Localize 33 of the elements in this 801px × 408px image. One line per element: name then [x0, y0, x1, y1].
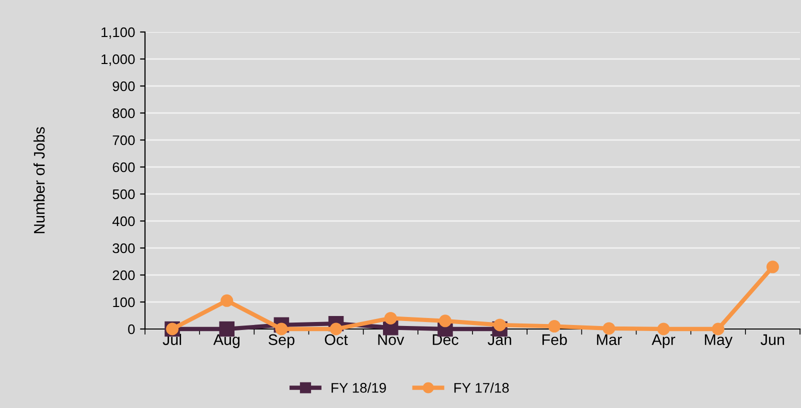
- y-tick-label: 800: [112, 108, 135, 118]
- x-tick-label: Nov: [378, 334, 404, 346]
- point: [438, 314, 452, 328]
- x-tick-label: Feb: [542, 334, 567, 346]
- x-tick-label: Jan: [488, 334, 512, 346]
- x-tick-label: Apr: [652, 334, 676, 348]
- y-tick-label: 300: [112, 243, 135, 254]
- point: [602, 322, 616, 335]
- x-tick-label: Aug: [213, 334, 240, 348]
- x-tick-label: Mar: [597, 334, 622, 346]
- y-tick-label: 1,000: [102, 54, 135, 66]
- x-tick-label: May: [704, 334, 733, 348]
- y-tick-label: 200: [112, 270, 135, 280]
- y-tick-label: 100: [113, 297, 135, 308]
- point: [384, 312, 397, 324]
- y-axis-title: Number of Jobs: [34, 127, 45, 234]
- y-tick-label: 500: [112, 189, 135, 200]
- legend-label: FY 17/18: [454, 382, 509, 393]
- y-tick-label: 1,100: [102, 27, 135, 39]
- x-tick-label: Jun: [760, 334, 784, 346]
- x-tick-label: Sep: [268, 334, 294, 348]
- x-tick-label: Oct: [324, 334, 348, 346]
- point: [494, 318, 506, 332]
- y-tick-label: 900: [112, 81, 135, 92]
- y-tick-label: 400: [112, 216, 135, 226]
- legend-label: FY 18/19: [332, 382, 386, 393]
- y-tick-label: 600: [112, 162, 135, 172]
- point: [220, 294, 234, 307]
- y-tick-label: 0: [128, 324, 135, 334]
- point: [548, 320, 561, 333]
- x-tick-label: Dec: [432, 334, 458, 346]
- point: [766, 260, 779, 274]
- y-tick-label: 700: [112, 135, 135, 146]
